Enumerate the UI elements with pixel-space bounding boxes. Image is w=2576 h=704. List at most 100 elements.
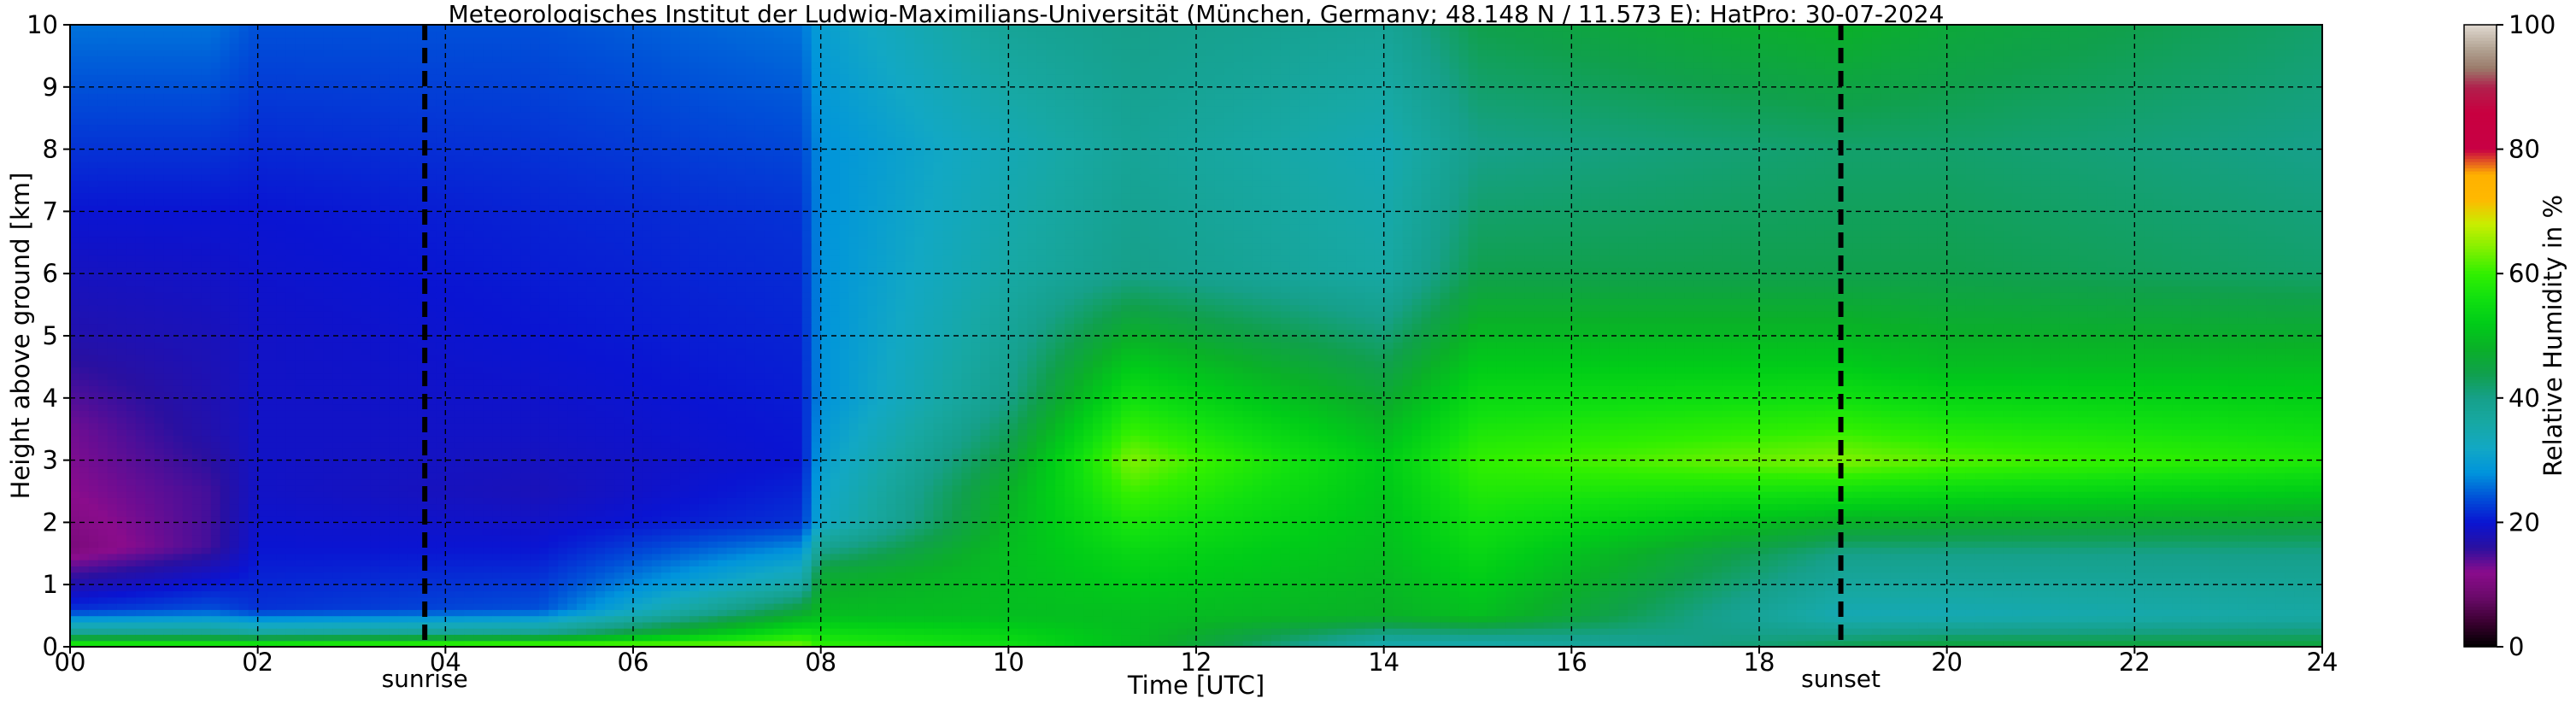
heatmap-cell: [257, 472, 268, 480]
heatmap-cell: [426, 422, 437, 430]
heatmap-cell: [201, 198, 212, 206]
heatmap-cell: [97, 522, 109, 530]
heatmap-cell: [361, 429, 372, 437]
heatmap-cell: [304, 522, 315, 530]
heatmap-cell: [126, 279, 137, 287]
heatmap-cell: [135, 329, 146, 337]
heatmap-cell: [182, 149, 193, 156]
heatmap-cell: [361, 161, 372, 169]
heatmap-cell: [455, 198, 465, 206]
heatmap-cell: [361, 310, 372, 318]
heatmap-cell: [201, 404, 212, 411]
heatmap-cell: [79, 43, 90, 50]
heatmap-cell: [238, 329, 249, 337]
heatmap-cell: [314, 124, 325, 132]
heatmap-cell: [79, 310, 90, 318]
heatmap-cell: [492, 93, 502, 100]
heatmap-cell: [210, 80, 221, 88]
heatmap-cell: [135, 348, 146, 355]
heatmap-cell: [144, 173, 155, 181]
heatmap-cell: [361, 25, 372, 32]
heatmap-cell: [389, 572, 400, 579]
heatmap-cell: [88, 640, 99, 648]
heatmap-cell: [502, 105, 512, 113]
heatmap-cell: [464, 80, 474, 88]
heatmap-cell: [295, 572, 306, 579]
heatmap-cell: [88, 86, 99, 94]
heatmap-cell: [370, 484, 381, 492]
heatmap-cell: [323, 391, 334, 399]
heatmap-cell: [332, 528, 343, 536]
heatmap-cell: [238, 124, 249, 132]
heatmap-cell: [220, 279, 231, 287]
heatmap-cell: [154, 410, 165, 418]
heatmap-cell: [361, 472, 372, 480]
heatmap-cell: [389, 503, 400, 511]
heatmap-cell: [511, 217, 521, 225]
heatmap-cell: [70, 37, 80, 44]
heatmap-cell: [126, 615, 137, 623]
heatmap-cell: [530, 373, 540, 380]
heatmap-cell: [511, 634, 521, 642]
heatmap-cell: [191, 25, 202, 32]
heatmap-cell: [332, 80, 343, 88]
heatmap-cell: [210, 242, 221, 249]
heatmap-cell: [455, 596, 465, 604]
heatmap-cell: [342, 173, 353, 181]
heatmap-cell: [88, 336, 99, 343]
heatmap-cell: [445, 547, 455, 554]
heatmap-cell: [351, 466, 362, 473]
heatmap-cell: [483, 255, 493, 262]
heatmap-cell: [88, 361, 99, 367]
heatmap-cell: [220, 578, 231, 585]
heatmap-cell: [70, 516, 80, 523]
heatmap-cell: [248, 534, 259, 542]
heatmap-cell: [455, 547, 465, 554]
heatmap-cell: [276, 249, 287, 255]
heatmap-cell: [483, 336, 493, 343]
heatmap-cell: [304, 67, 315, 75]
heatmap-cell: [201, 43, 212, 50]
heatmap-cell: [351, 198, 362, 206]
heatmap-cell: [276, 236, 287, 243]
heatmap-cell: [173, 192, 184, 200]
heatmap-cell: [342, 522, 353, 530]
heatmap-cell: [436, 640, 446, 648]
heatmap-cell: [370, 242, 381, 249]
heatmap-cell: [511, 62, 521, 69]
heatmap-cell: [436, 472, 446, 480]
heatmap-cell: [455, 149, 465, 156]
heatmap-cell: [389, 236, 400, 243]
heatmap-cell: [182, 43, 193, 50]
heatmap-cell: [530, 298, 540, 306]
heatmap-cell: [314, 367, 325, 374]
heatmap-cell: [173, 310, 184, 318]
heatmap-cell: [257, 391, 268, 399]
heatmap-cell: [238, 373, 249, 380]
heatmap-cell: [520, 410, 531, 418]
heatmap-cell: [417, 217, 427, 225]
heatmap-cell: [436, 397, 446, 405]
heatmap-cell: [88, 37, 99, 44]
heatmap-cell: [163, 99, 174, 107]
heatmap-cell: [342, 448, 353, 455]
heatmap-cell: [370, 74, 381, 82]
heatmap-cell: [304, 211, 315, 219]
heatmap-cell: [379, 180, 390, 187]
heatmap-cell: [238, 93, 249, 100]
heatmap-cell: [173, 429, 184, 437]
heatmap-cell: [97, 43, 109, 50]
heatmap-cell: [455, 590, 465, 598]
heatmap-cell: [379, 416, 390, 424]
heatmap-cell: [408, 242, 418, 249]
heatmap-cell: [483, 410, 493, 418]
heatmap-cell: [445, 528, 455, 536]
heatmap-cell: [398, 323, 408, 331]
heatmap-cell: [173, 105, 184, 113]
heatmap-cell: [464, 25, 474, 32]
heatmap-cell: [173, 472, 184, 480]
heatmap-cell: [116, 534, 127, 542]
heatmap-cell: [530, 86, 540, 94]
heatmap-cell: [116, 80, 127, 88]
heatmap-cell: [436, 285, 446, 293]
